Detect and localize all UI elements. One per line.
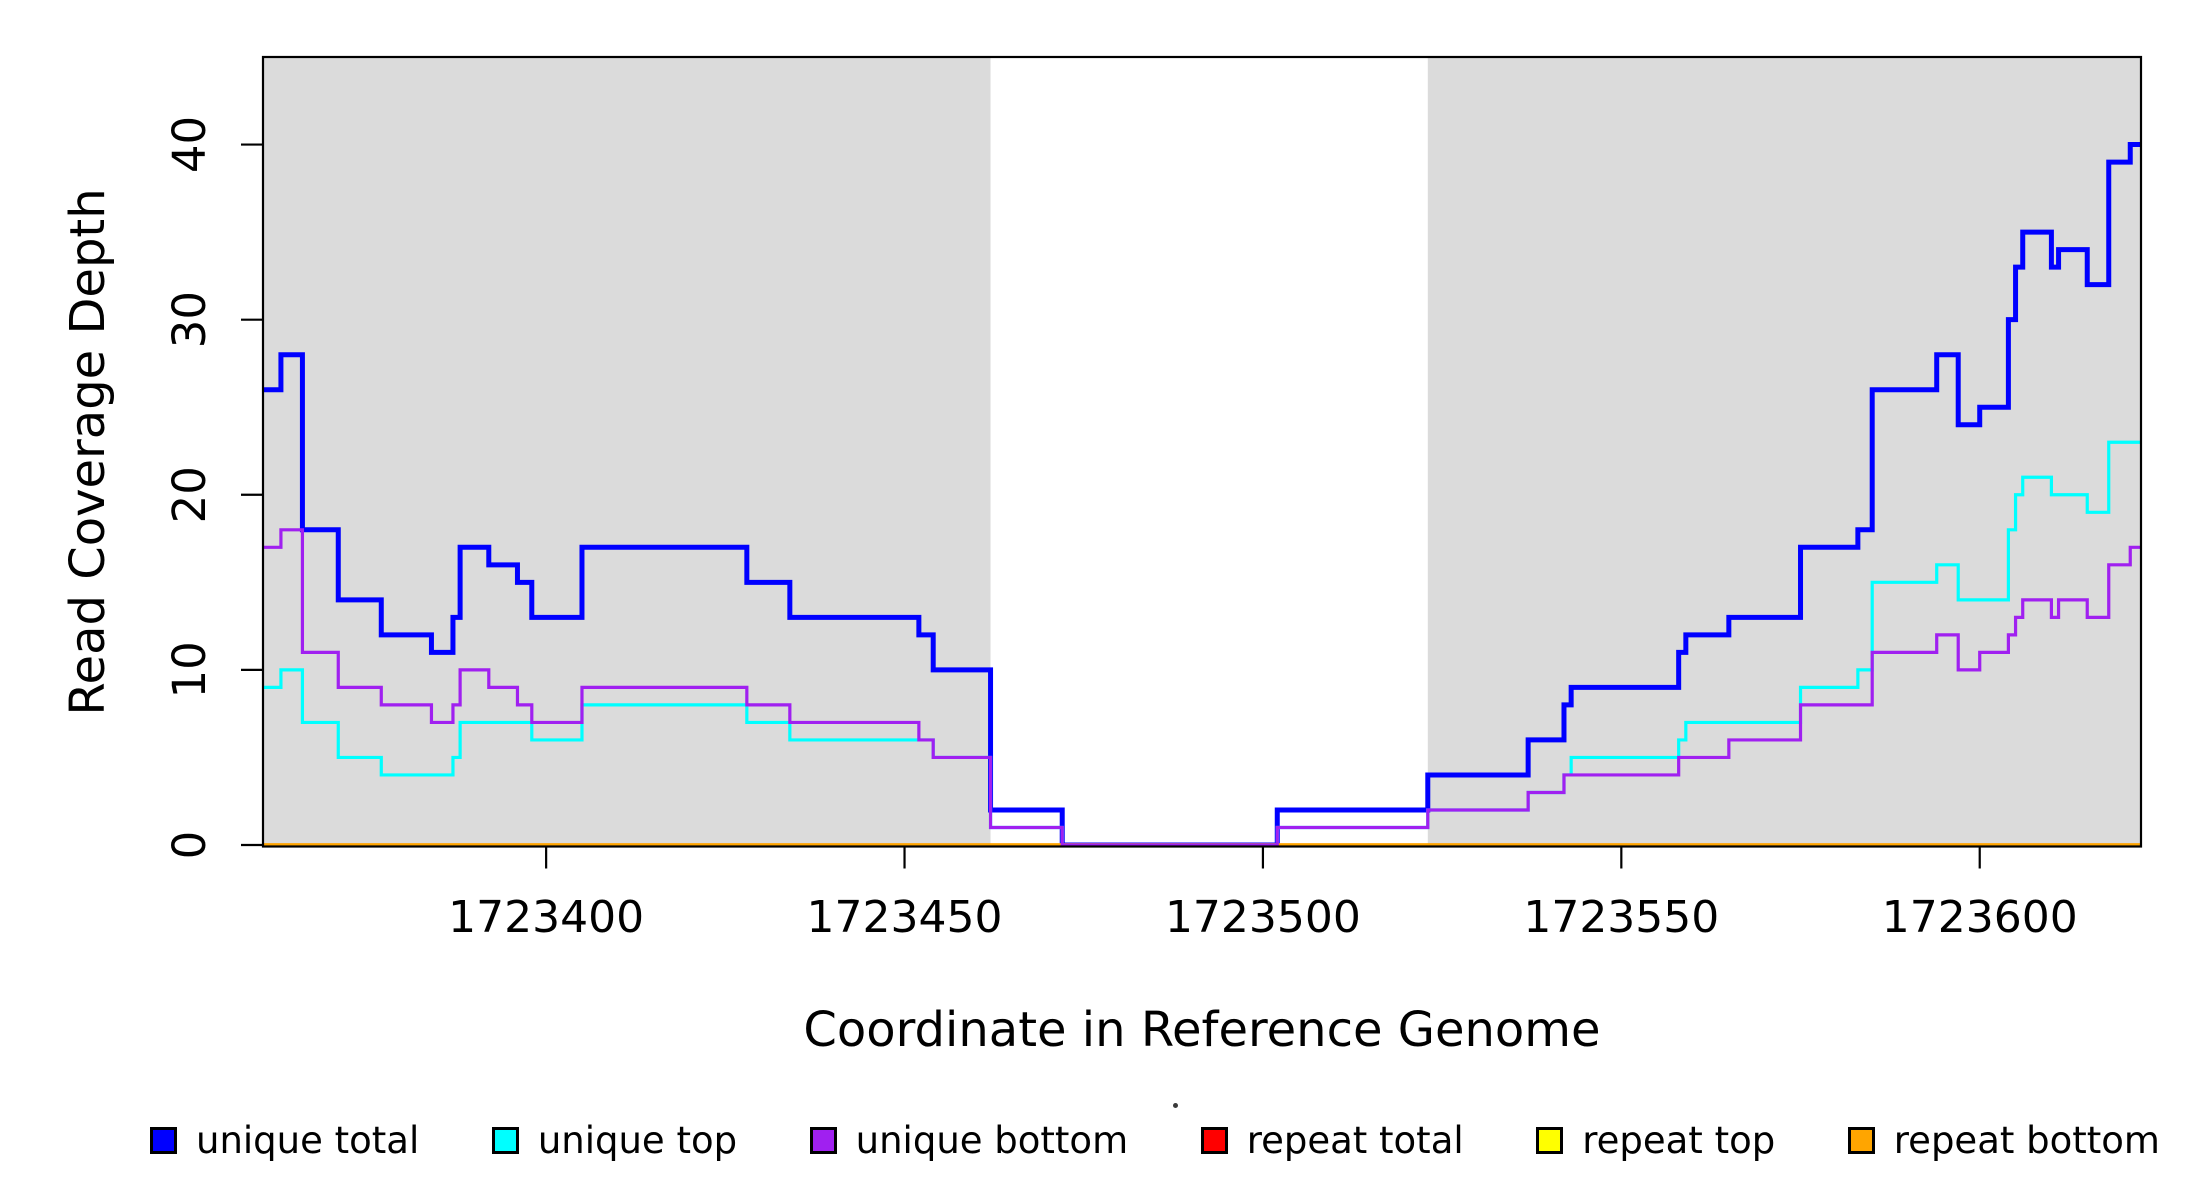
legend-item-unique-bottom: unique bottom [809, 1118, 1129, 1162]
series-line-unique-total [263, 142, 2141, 848]
legend-item-unique-top: unique top [491, 1118, 738, 1162]
legend-item-repeat-top: repeat top [1536, 1119, 1775, 1162]
stray-dot-artifact [1173, 1103, 1178, 1108]
y-tick-label: 40 [163, 116, 216, 173]
y-tick-label: 10 [163, 641, 216, 698]
legend-label: unique bottom [855, 1118, 1129, 1162]
series-lines [263, 142, 2141, 848]
legend-swatch [1847, 1126, 1875, 1154]
plot-frame [261, 55, 2143, 848]
y-tick-label: 30 [163, 291, 216, 348]
legend-item-unique-total: unique total [150, 1119, 419, 1162]
legend-swatch [1200, 1126, 1228, 1154]
x-axis-title: Coordinate in Reference Genome [803, 1002, 1600, 1058]
legend-label: unique total [196, 1118, 420, 1162]
shaded-region [1427, 57, 2141, 846]
y-axis-title: Read Coverage Depth [60, 188, 116, 715]
x-tick-label: 1723450 [807, 892, 1003, 943]
axis-ticks: 1723400 1723450 1723500 1723550 1723600 0 10 20… [163, 116, 2078, 943]
legend-item-repeat-total: repeat total [1200, 1118, 1464, 1162]
y-tick-label: 20 [163, 466, 216, 523]
legend-swatch [1536, 1126, 1564, 1154]
legend-label: unique top [537, 1118, 738, 1162]
y-tick-label: 0 [163, 831, 216, 860]
chart-legend: unique total unique top unique bottom repea… [150, 1108, 2160, 1172]
legend-label: repeat top [1582, 1118, 1776, 1162]
x-tick-label: 1723500 [1165, 892, 1361, 943]
x-tick-label: 1723550 [1523, 892, 1719, 943]
legend-label: repeat total [1246, 1118, 1464, 1162]
x-tick-label: 1723600 [1882, 892, 2078, 943]
legend-swatch [809, 1126, 837, 1154]
x-tick-label: 1723400 [448, 892, 644, 943]
shaded-region [263, 57, 991, 846]
shaded-regions [263, 57, 2141, 846]
legend-label: repeat bottom [1893, 1118, 2160, 1162]
legend-item-repeat-bottom: repeat bottom [1847, 1118, 2160, 1162]
legend-swatch [491, 1126, 519, 1154]
legend-swatch [150, 1126, 177, 1154]
series-line-unique-bottom [263, 528, 2141, 847]
